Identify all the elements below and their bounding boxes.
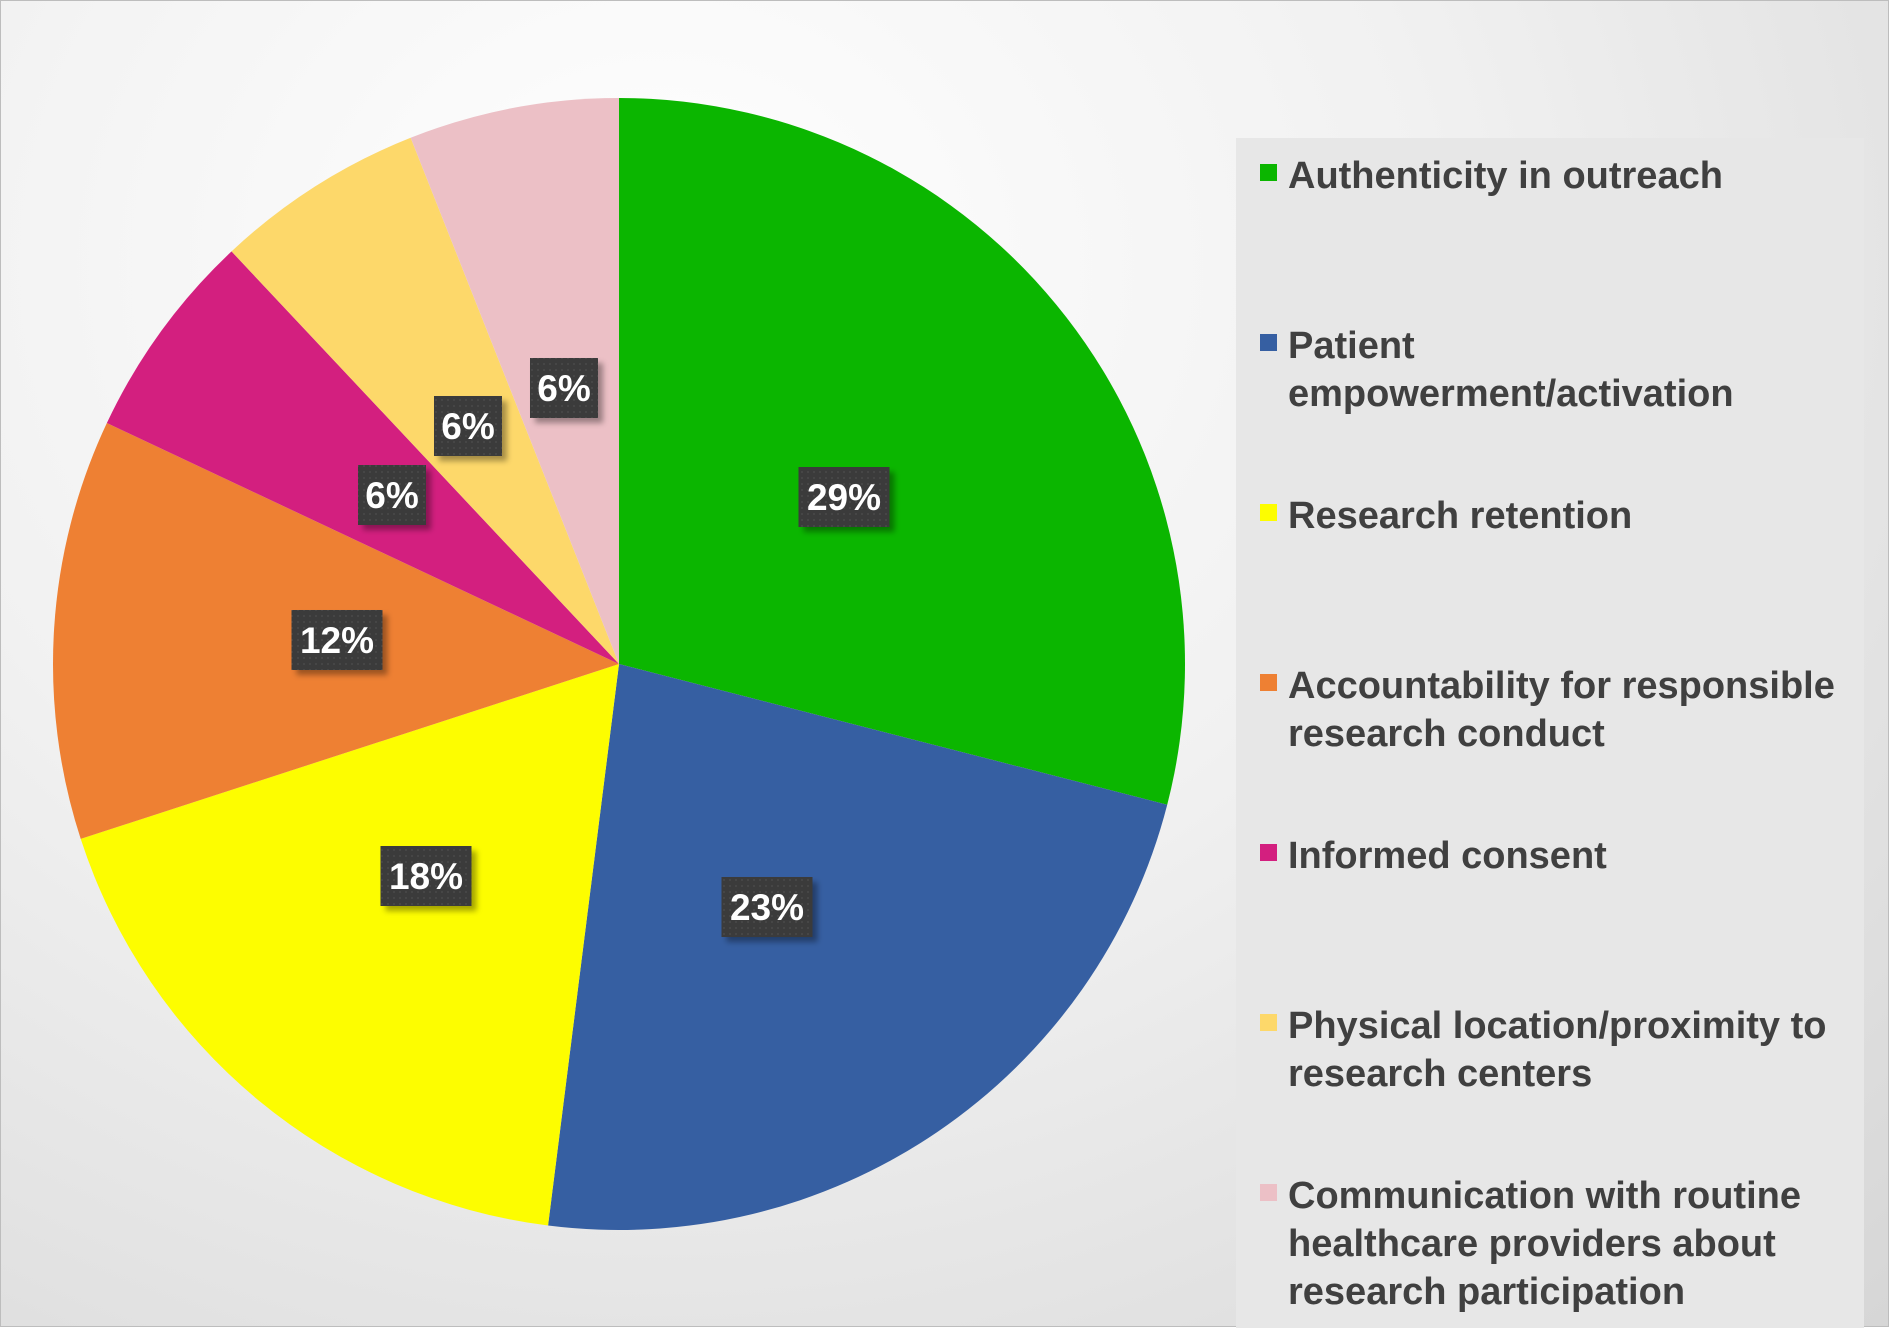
legend-label: Physical location/proximity to research … [1288,1005,1827,1095]
pie-slice [231,137,620,664]
legend-swatch [1260,674,1277,691]
legend-label: Authenticity in outreach [1288,155,1723,197]
data-label: 6% [434,396,502,456]
data-label-text: 6% [537,368,590,409]
legend-swatch [1260,1014,1277,1031]
data-label-box [358,465,426,525]
data-label-box [530,358,598,418]
pie-slice [106,251,619,665]
legend-item: Communication with routine healthcare pr… [1260,1172,1860,1316]
data-label-text: 23% [730,887,804,928]
legend-label: Informed consent [1288,835,1607,877]
pie-slice [410,98,619,664]
legend-item: Physical location/proximity to research … [1260,1002,1860,1098]
legend-item: Authenticity in outreach [1260,152,1860,200]
legend-swatch [1260,844,1277,861]
legend-label: Research retention [1288,495,1633,537]
pie-slice [80,664,619,1226]
legend-label: Accountability for responsible research … [1288,665,1835,755]
data-label-text: 29% [807,477,881,518]
pie-chart: 29% 23% 18% 12% 6% 6% 6% [52,98,1185,1230]
pie-slice [619,98,1185,805]
legend-swatch [1260,1184,1277,1201]
data-label: 18% [380,846,472,906]
data-label-box [721,877,813,937]
data-label: 23% [721,877,813,937]
data-label: 12% [291,610,383,670]
data-label-text: 18% [389,856,463,897]
data-label: 6% [530,358,598,418]
legend-item: Informed consent [1260,832,1860,880]
legend-item: Research retention [1260,492,1860,540]
data-label: 6% [358,465,426,525]
data-label-box [434,396,502,456]
data-label-text: 6% [365,475,418,516]
data-label-text: 6% [441,406,494,447]
data-label-box [291,610,383,670]
legend-swatch [1260,164,1277,181]
data-label-box [380,846,472,906]
legend-swatch [1260,504,1277,521]
legend: Authenticity in outreach Patient empowerm… [1236,138,1864,1328]
legend-label: Communication with routine healthcare pr… [1288,1175,1801,1313]
data-label: 29% [798,467,890,527]
data-label-text: 12% [300,620,374,661]
legend-swatch [1260,334,1277,351]
legend-label: Patient empowerment/activation [1288,325,1734,415]
pie-slice [548,664,1168,1230]
legend-item: Patient empowerment/activation [1260,322,1860,418]
data-label-box [798,467,890,527]
legend-item: Accountability for responsible research … [1260,662,1860,758]
